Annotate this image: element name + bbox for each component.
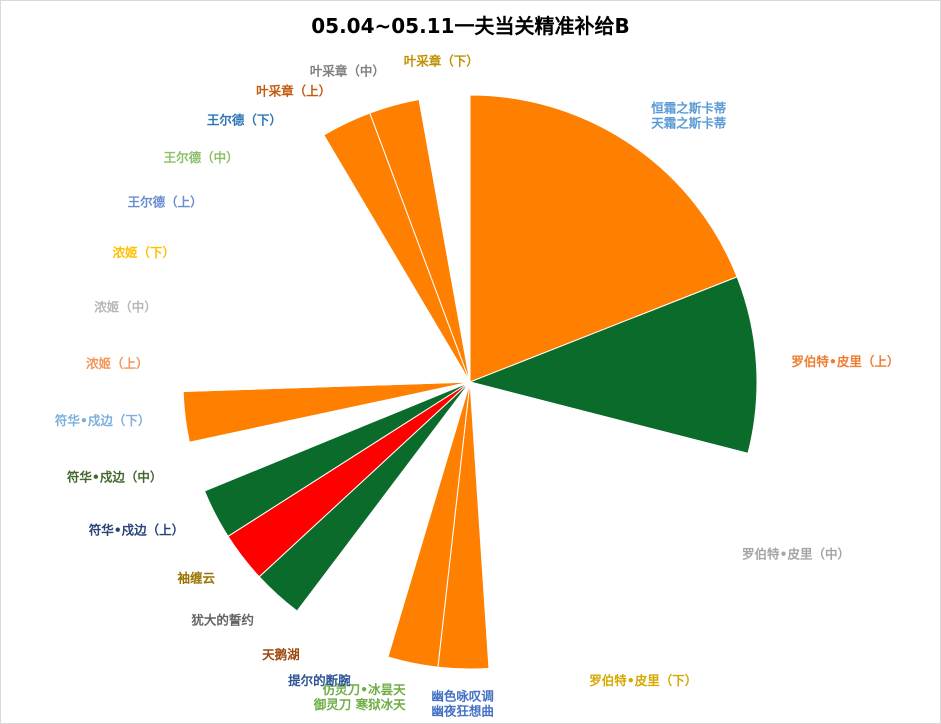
slice-label-11: 符华•戍边（中） [67, 469, 163, 484]
slice-label-14: 浓姬（中） [94, 299, 157, 314]
slice-label-16: 王尔德（上） [128, 195, 203, 210]
slice-label-2: 罗伯特•皮里（中） [742, 546, 850, 561]
slice-label-12: 符华•戍边（下） [55, 413, 151, 428]
slice-label-17: 王尔德（中） [164, 150, 239, 165]
slice-label-10: 符华•戍边（上） [89, 522, 185, 537]
slice-label-21: 叶采章（下） [404, 53, 479, 68]
pie-slice-0 [469, 94, 738, 383]
slice-label-4: 幽色咏叹调幽夜狂想曲 [431, 688, 494, 718]
pie-slice-3 [469, 380, 654, 669]
slice-label-5: 仿灵刀•冰昙天御灵刀 寒狱冰天 [313, 682, 406, 712]
slice-label-1: 罗伯特•皮里（上） [791, 354, 899, 369]
slice-label-9: 袖缠云 [177, 571, 215, 586]
slice-label-20: 叶采章（中） [310, 63, 385, 78]
slice-label-3: 罗伯特•皮里（下） [589, 673, 697, 688]
slice-label-19: 叶采章（上） [256, 83, 331, 98]
pie-slice-21 [418, 94, 471, 383]
slice-label-8: 犹大的誓约 [191, 613, 254, 628]
slice-label-15: 浓姬（下） [112, 245, 175, 260]
slice-label-18: 王尔德（下） [207, 113, 282, 128]
pie-slice-2 [468, 381, 749, 604]
pie-slice-1 [468, 276, 758, 455]
slice-label-6: 提尔的断腕 [288, 673, 351, 688]
chart-title: 05.04~05.11一夫当关精准补给B [311, 14, 630, 38]
slice-label-0: 恒霜之斯卡蒂天霜之斯卡蒂 [651, 100, 727, 130]
slice-label-13: 浓姬（上） [86, 356, 149, 371]
slice-label-7: 天鹅湖 [262, 647, 300, 662]
